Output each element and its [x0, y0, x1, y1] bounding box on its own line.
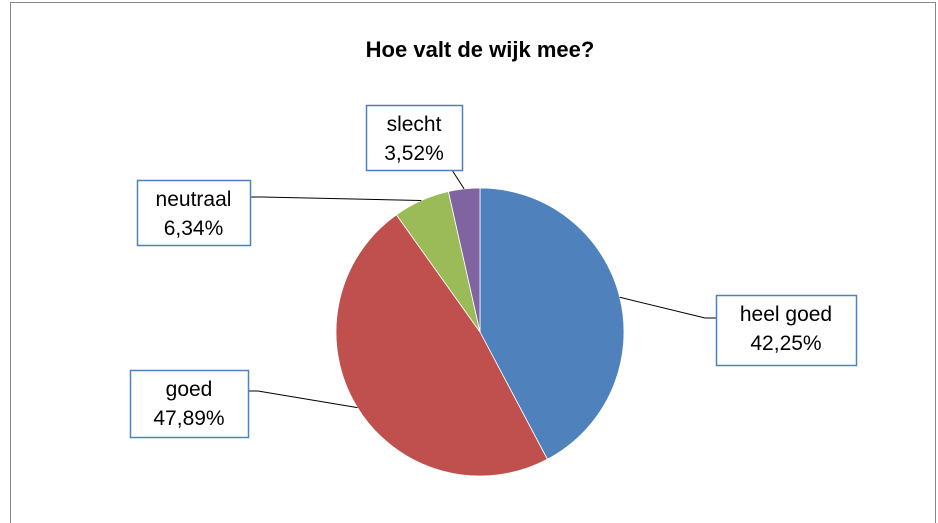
pie-slice	[447, 187, 481, 333]
label-box	[715, 294, 858, 367]
label-box	[129, 369, 250, 439]
pie-slice	[479, 187, 625, 460]
label-name: goed	[166, 378, 213, 401]
label-name: neutraal	[156, 188, 232, 211]
label-value: 6,34%	[164, 217, 224, 240]
label-value: 3,52%	[384, 142, 444, 165]
pie	[335, 187, 625, 477]
label-name: heel goed	[740, 303, 832, 326]
leader-line	[248, 390, 358, 409]
leader-line	[250, 196, 422, 202]
label-value: 47,89%	[153, 407, 224, 430]
labels: heel goed 42,25% goed 47,89% neutraal 6,34% sl…	[129, 104, 858, 439]
leader-line	[451, 169, 465, 190]
label-box	[136, 179, 252, 247]
chart-title: Hoe valt de wijk mee?	[366, 37, 595, 62]
label-name: slecht	[387, 113, 442, 136]
pie-slice	[335, 214, 548, 477]
label-value: 42,25%	[750, 332, 821, 355]
label-box	[365, 104, 464, 172]
leader-line	[619, 296, 716, 319]
